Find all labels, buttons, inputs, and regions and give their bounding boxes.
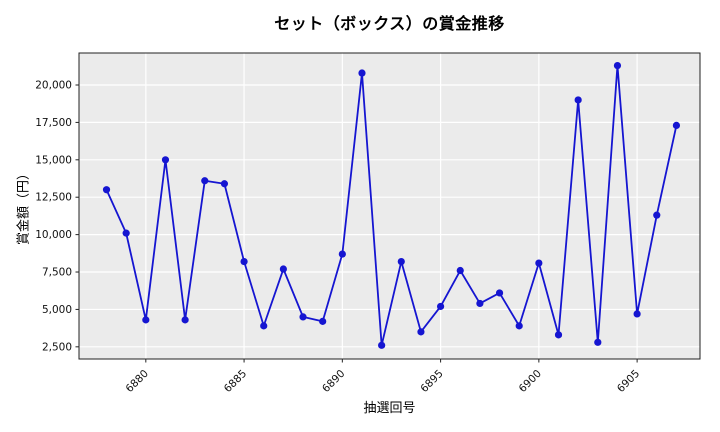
data-point — [515, 322, 523, 330]
data-point — [495, 289, 504, 297]
x-tick-label: 6895 — [418, 368, 445, 395]
data-point — [417, 328, 425, 336]
data-point — [338, 250, 346, 258]
data-point — [554, 331, 563, 339]
y-axis-label: 賞金額（円） — [16, 166, 32, 246]
data-point — [436, 302, 445, 311]
x-tick-label: 6905 — [615, 368, 642, 395]
x-axis-label: 抽選回号 — [363, 401, 416, 416]
data-point — [358, 69, 366, 77]
chart-title: セット（ボックス）の賞金推移 — [274, 14, 505, 33]
y-tick-label: 2,500 — [42, 341, 72, 353]
data-point — [594, 338, 602, 346]
data-point — [476, 299, 484, 308]
y-tick-label: 17,500 — [35, 117, 72, 129]
data-point — [319, 317, 327, 325]
data-point — [220, 180, 229, 188]
data-point — [299, 313, 307, 321]
data-point — [378, 341, 386, 349]
data-point — [122, 229, 130, 237]
y-tick-label: 15,000 — [35, 154, 72, 166]
data-point — [672, 121, 681, 129]
data-point — [653, 211, 661, 219]
data-point — [613, 61, 622, 70]
y-tick-label: 7,500 — [42, 267, 72, 279]
data-point — [535, 259, 543, 267]
data-point — [456, 266, 464, 275]
data-point — [260, 322, 268, 330]
x-tick-label: 6885 — [222, 368, 249, 395]
data-point — [161, 156, 170, 164]
x-tick-label: 6890 — [320, 368, 347, 395]
x-tick-label: 6880 — [124, 368, 151, 395]
x-tick-label: 6900 — [517, 368, 544, 395]
y-tick-label: 10,000 — [35, 229, 72, 241]
data-line — [105, 64, 678, 347]
y-tick-label: 20,000 — [35, 80, 72, 92]
data-point — [633, 310, 641, 318]
data-point — [397, 257, 405, 266]
plot-border — [78, 52, 701, 360]
data-point — [574, 96, 582, 104]
y-tick-label: 5,000 — [42, 304, 72, 316]
data-point — [102, 186, 111, 194]
data-point — [279, 265, 287, 273]
data-point — [240, 257, 248, 266]
data-point — [181, 316, 189, 324]
y-tick-label: 12,500 — [35, 192, 72, 204]
data-point — [142, 316, 150, 324]
data-point — [201, 177, 209, 185]
